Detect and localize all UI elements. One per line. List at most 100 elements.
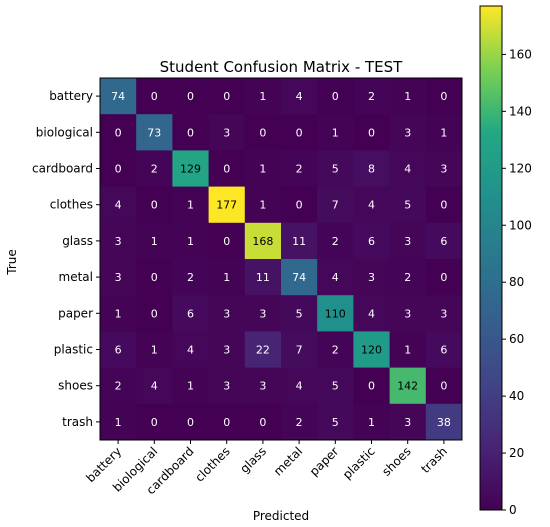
cell-value-label: 11	[256, 271, 270, 284]
x-tick-label: plastic	[340, 444, 378, 482]
heatmap-cell	[136, 295, 173, 332]
heatmap-cell	[353, 259, 391, 296]
heatmap-cell	[425, 114, 463, 151]
cell-value-label: 0	[368, 126, 375, 139]
x-tick-label: shoes	[379, 444, 414, 479]
y-tick-label: trash	[62, 415, 93, 429]
cell-value-label: 0	[151, 199, 158, 212]
x-tick-label: glass	[237, 444, 269, 476]
y-tick-label: biological	[36, 125, 93, 139]
heatmap-cell	[353, 78, 391, 115]
colorbar-tick-label: 140	[509, 104, 532, 118]
heatmap-cell	[244, 403, 282, 441]
cell-value-label: 6	[440, 344, 447, 357]
cell-value-label: 4	[115, 199, 122, 212]
heatmap-cell	[208, 331, 246, 369]
heatmap-cell	[317, 78, 354, 115]
cell-value-label: 7	[332, 199, 339, 212]
colorbar-tick-label: 40	[509, 389, 524, 403]
cell-value-label: 3	[223, 307, 230, 320]
cell-value-label: 3	[404, 235, 411, 248]
heatmap-cell	[172, 222, 210, 260]
cell-value-label: 5	[332, 380, 339, 393]
heatmap-cell	[100, 295, 137, 332]
heatmap-cell	[425, 186, 463, 224]
heatmap-cell	[281, 150, 318, 188]
cell-value-label: 74	[111, 90, 125, 103]
y-tick-label: cardboard	[32, 162, 93, 176]
cell-value-label: 0	[223, 163, 230, 176]
cell-value-label: 6	[115, 344, 122, 357]
heatmap-cell	[244, 114, 282, 151]
heatmap-cell	[244, 295, 282, 332]
y-axis: battery biological cardboard clothes glass me…	[32, 89, 100, 429]
colorbar-tick-label: 160	[509, 47, 532, 61]
heatmap-cell	[172, 295, 210, 332]
heatmap-cell	[100, 367, 137, 405]
heatmap-cell	[353, 114, 391, 151]
heatmap-cell	[317, 367, 354, 405]
heatmap-cell	[208, 150, 246, 188]
heatmap-cell	[425, 403, 463, 441]
heatmap-cells	[100, 78, 463, 441]
cell-value-label: 1	[404, 344, 411, 357]
cell-value-label: 0	[440, 271, 447, 284]
cell-value-label: 38	[437, 416, 451, 429]
heatmap-cell	[100, 222, 137, 260]
heatmap-cell	[208, 78, 246, 115]
cell-value-label: 0	[332, 90, 339, 103]
cell-value-label: 3	[115, 271, 122, 284]
cell-value-label: 1	[404, 90, 411, 103]
cell-value-label: 2	[332, 344, 339, 357]
cell-value-label: 5	[296, 307, 303, 320]
heatmap-cell	[172, 331, 210, 369]
cell-value-label: 110	[325, 307, 346, 320]
cell-value-label: 3	[223, 126, 230, 139]
heatmap-cell	[281, 222, 318, 260]
cell-value-label: 0	[187, 90, 194, 103]
x-tick-label: trash	[418, 444, 450, 476]
heatmap-cell	[281, 367, 318, 405]
heatmap-cell	[172, 259, 210, 296]
heatmap-cell	[208, 403, 246, 441]
cell-value-label: 11	[292, 235, 306, 248]
cell-value-label: 1	[259, 199, 266, 212]
cell-value-label: 0	[187, 416, 194, 429]
y-tick-label: shoes	[58, 379, 93, 393]
colorbar-tick-label: 60	[509, 332, 524, 346]
cell-value-label: 0	[223, 416, 230, 429]
heatmap-cell	[425, 295, 463, 332]
heatmap-cell	[244, 222, 282, 260]
cell-value-label: 0	[151, 271, 158, 284]
cell-value-label: 4	[368, 307, 375, 320]
cell-value-label: 1	[115, 416, 122, 429]
cell-value-label: 2	[151, 163, 158, 176]
cell-value-label: 7	[296, 344, 303, 357]
heatmap-cell	[100, 331, 137, 369]
heatmap-cell	[425, 150, 463, 188]
cell-value-label: 4	[296, 90, 303, 103]
heatmap-cell	[353, 295, 391, 332]
heatmap-cell	[353, 331, 391, 369]
colorbar-tick-label: 120	[509, 161, 532, 175]
cell-value-label: 5	[404, 199, 411, 212]
cell-value-label: 0	[440, 380, 447, 393]
heatmap-cell	[389, 367, 427, 405]
cell-value-label: 5	[332, 416, 339, 429]
cell-value-label: 129	[180, 163, 201, 176]
cell-value-label: 1	[223, 271, 230, 284]
cell-value-label: 3	[368, 271, 375, 284]
cell-value-label: 0	[440, 199, 447, 212]
cell-value-label: 73	[147, 126, 161, 139]
heatmap-cell	[389, 186, 427, 224]
cell-value-label: 1	[368, 416, 375, 429]
heatmap-cell	[353, 222, 391, 260]
y-tick-label: glass	[62, 234, 93, 248]
heatmap-cell	[100, 150, 137, 188]
heatmap-cell	[172, 186, 210, 224]
heatmap-cell	[425, 78, 463, 115]
cell-value-label: 3	[404, 307, 411, 320]
heatmap-cell	[244, 331, 282, 369]
heatmap-cell	[425, 367, 463, 405]
